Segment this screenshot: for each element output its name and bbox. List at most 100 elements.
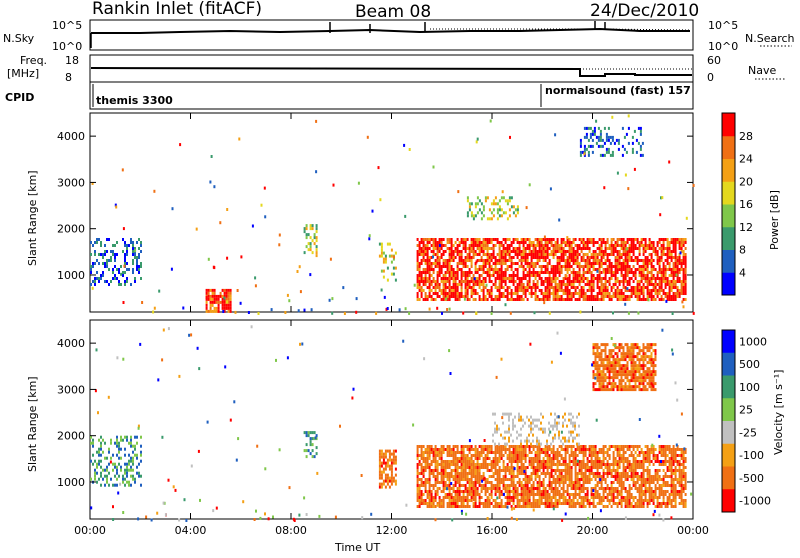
- range-gate-cell: [597, 484, 599, 487]
- range-gate-cell: [615, 460, 617, 463]
- range-gate-cell: [515, 208, 517, 211]
- range-gate-cell: [541, 484, 543, 487]
- range-gate-cell: [683, 286, 685, 289]
- range-gate-cell: [523, 445, 525, 448]
- range-gate-cell: [431, 451, 433, 454]
- range-gate-cell: [641, 466, 643, 469]
- range-gate-cell: [421, 289, 423, 292]
- range-gate-cell: [605, 472, 607, 475]
- range-gate-cell: [128, 454, 130, 457]
- range-gate-cell: [519, 448, 521, 451]
- range-gate-cell: [595, 466, 597, 469]
- range-gate-cell: [475, 505, 477, 508]
- range-gate-cell: [467, 448, 469, 451]
- range-gate-cell: [489, 493, 491, 496]
- range-gate-cell: [543, 481, 545, 484]
- range-gate-cell: [134, 280, 136, 283]
- range-gate-cell: [391, 273, 393, 276]
- range-gate-cell: [619, 502, 621, 505]
- range-gate-cell: [613, 502, 615, 505]
- range-gate-cell: [643, 484, 645, 487]
- range-gate-cell: [683, 277, 685, 280]
- range-gate-cell: [627, 265, 629, 268]
- range-gate-cell: [515, 445, 517, 448]
- range-gate-cell: [153, 190, 155, 193]
- range-gate-cell: [633, 478, 635, 481]
- range-gate-cell: [639, 499, 641, 502]
- range-gate-cell: [565, 292, 567, 295]
- range-gate-cell: [523, 505, 525, 508]
- range-gate-cell: [475, 445, 477, 448]
- range-gate-cell: [421, 274, 423, 277]
- range-gate-cell: [481, 289, 483, 292]
- range-gate-cell: [535, 295, 537, 298]
- range-gate-cell: [449, 250, 451, 253]
- range-gate-cell: [447, 280, 449, 283]
- range-gate-cell: [589, 481, 591, 484]
- range-gate-cell: [655, 496, 657, 499]
- range-gate-cell: [457, 289, 459, 292]
- range-gate-cell: [473, 247, 475, 250]
- range-gate-cell: [224, 301, 226, 304]
- range-gate-cell: [427, 238, 429, 241]
- range-gate-cell: [535, 454, 537, 457]
- range-gate-cell: [443, 445, 445, 448]
- range-gate-cell: [625, 253, 627, 256]
- range-gate-cell: [587, 499, 589, 502]
- range-gate-cell: [489, 241, 491, 244]
- range-gate-cell: [511, 265, 513, 268]
- range-gate-cell: [641, 493, 643, 496]
- range-gate-cell: [643, 298, 645, 301]
- range-gate-cell: [603, 493, 605, 496]
- range-gate-cell: [619, 283, 621, 286]
- range-gate-cell: [553, 253, 555, 256]
- range-gate-cell: [618, 142, 620, 145]
- range-gate-cell: [657, 454, 659, 457]
- range-gate-cell: [655, 268, 657, 271]
- range-gate-cell: [495, 502, 497, 505]
- range-gate-cell: [110, 250, 112, 253]
- range-gate-cell: [116, 445, 118, 448]
- range-gate-cell: [297, 270, 299, 273]
- range-gate-cell: [569, 283, 571, 286]
- range-gate-cell: [617, 241, 619, 244]
- range-gate-cell: [104, 262, 106, 265]
- range-gate-cell: [627, 298, 629, 301]
- range-gate-cell: [559, 259, 561, 262]
- range-gate-cell: [429, 265, 431, 268]
- range-gate-cell: [551, 292, 553, 295]
- range-gate-cell: [555, 469, 557, 472]
- range-gate-cell: [651, 295, 653, 298]
- range-gate-cell: [589, 283, 591, 286]
- range-gate-cell: [529, 280, 531, 283]
- range-gate-cell: [455, 292, 457, 295]
- range-gate-cell: [427, 250, 429, 253]
- range-gate-cell: [665, 247, 667, 250]
- range-gate-cell: [541, 256, 543, 259]
- range-gate-cell: [477, 460, 479, 463]
- range-gate-cell: [589, 256, 591, 259]
- range-gate-cell: [124, 253, 126, 256]
- range-gate-cell: [649, 292, 651, 295]
- range-gate-cell: [425, 466, 427, 469]
- range-gate-cell: [581, 292, 583, 295]
- range-gate-cell: [499, 277, 501, 280]
- range-gate-cell: [587, 460, 589, 463]
- range-gate-cell: [511, 451, 513, 454]
- range-gate-cell: [603, 241, 605, 244]
- range-gate-cell: [581, 238, 583, 241]
- range-gate-cell: [517, 211, 519, 214]
- range-gate-cell: [563, 259, 565, 262]
- range-gate-cell: [495, 487, 497, 490]
- range-gate-cell: [573, 457, 575, 460]
- range-gate-cell: [551, 271, 553, 274]
- range-gate-cell: [453, 289, 455, 292]
- range-gate-cell: [606, 148, 608, 151]
- range-gate-cell: [533, 448, 535, 451]
- range-gate-cell: [583, 499, 585, 502]
- range-gate-cell: [573, 283, 575, 286]
- range-gate-cell: [571, 451, 573, 454]
- range-gate-cell: [627, 460, 629, 463]
- range-gate-cell: [545, 502, 547, 505]
- range-gate-cell: [126, 268, 128, 271]
